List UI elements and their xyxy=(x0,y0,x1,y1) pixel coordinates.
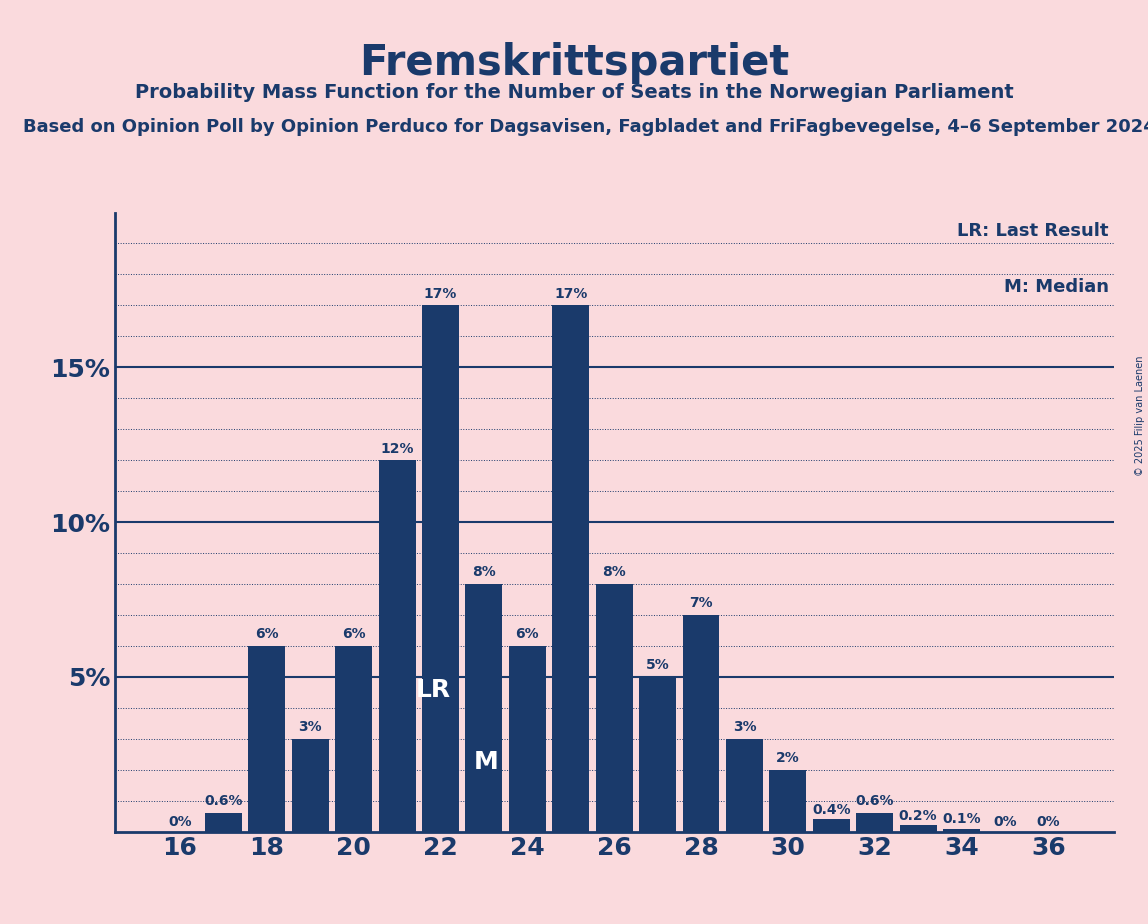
Text: 0.2%: 0.2% xyxy=(899,808,938,823)
Text: Probability Mass Function for the Number of Seats in the Norwegian Parliament: Probability Mass Function for the Number… xyxy=(134,83,1014,103)
Text: 6%: 6% xyxy=(342,627,365,641)
Bar xyxy=(944,829,980,832)
Text: 0%: 0% xyxy=(993,815,1017,829)
Bar xyxy=(900,825,937,832)
Text: 0%: 0% xyxy=(168,815,192,829)
Bar xyxy=(683,615,720,832)
Text: 0%: 0% xyxy=(1037,815,1061,829)
Bar xyxy=(726,739,763,832)
Text: 0.1%: 0.1% xyxy=(943,812,980,826)
Text: 0.6%: 0.6% xyxy=(204,795,242,808)
Text: 3%: 3% xyxy=(732,720,757,734)
Text: 6%: 6% xyxy=(515,627,540,641)
Text: 5%: 5% xyxy=(645,658,669,672)
Bar xyxy=(509,646,545,832)
Bar xyxy=(379,460,416,832)
Text: 12%: 12% xyxy=(380,442,413,456)
Bar xyxy=(292,739,328,832)
Text: M: Median: M: Median xyxy=(1003,277,1109,296)
Text: 17%: 17% xyxy=(554,286,588,300)
Text: 8%: 8% xyxy=(603,565,626,579)
Text: 7%: 7% xyxy=(689,596,713,610)
Bar xyxy=(596,584,633,832)
Bar xyxy=(639,676,676,832)
Bar xyxy=(335,646,372,832)
Text: 8%: 8% xyxy=(472,565,496,579)
Bar xyxy=(248,646,285,832)
Bar xyxy=(856,813,893,832)
Bar xyxy=(204,813,242,832)
Bar xyxy=(552,305,589,832)
Text: 0.6%: 0.6% xyxy=(855,795,894,808)
Text: © 2025 Filip van Laenen: © 2025 Filip van Laenen xyxy=(1135,356,1145,476)
Bar xyxy=(465,584,503,832)
Text: 3%: 3% xyxy=(298,720,323,734)
Text: Based on Opinion Poll by Opinion Perduco for Dagsavisen, Fagbladet and FriFagbev: Based on Opinion Poll by Opinion Perduco… xyxy=(23,118,1148,136)
Text: 17%: 17% xyxy=(424,286,457,300)
Text: Fremskrittspartiet: Fremskrittspartiet xyxy=(359,42,789,83)
Bar xyxy=(422,305,459,832)
Text: 6%: 6% xyxy=(255,627,279,641)
Text: LR: LR xyxy=(416,678,450,702)
Text: 0.4%: 0.4% xyxy=(812,803,851,817)
Text: M: M xyxy=(474,750,498,774)
Text: 2%: 2% xyxy=(776,751,800,765)
Text: LR: Last Result: LR: Last Result xyxy=(957,222,1109,240)
Bar xyxy=(769,770,806,832)
Bar xyxy=(813,820,850,832)
